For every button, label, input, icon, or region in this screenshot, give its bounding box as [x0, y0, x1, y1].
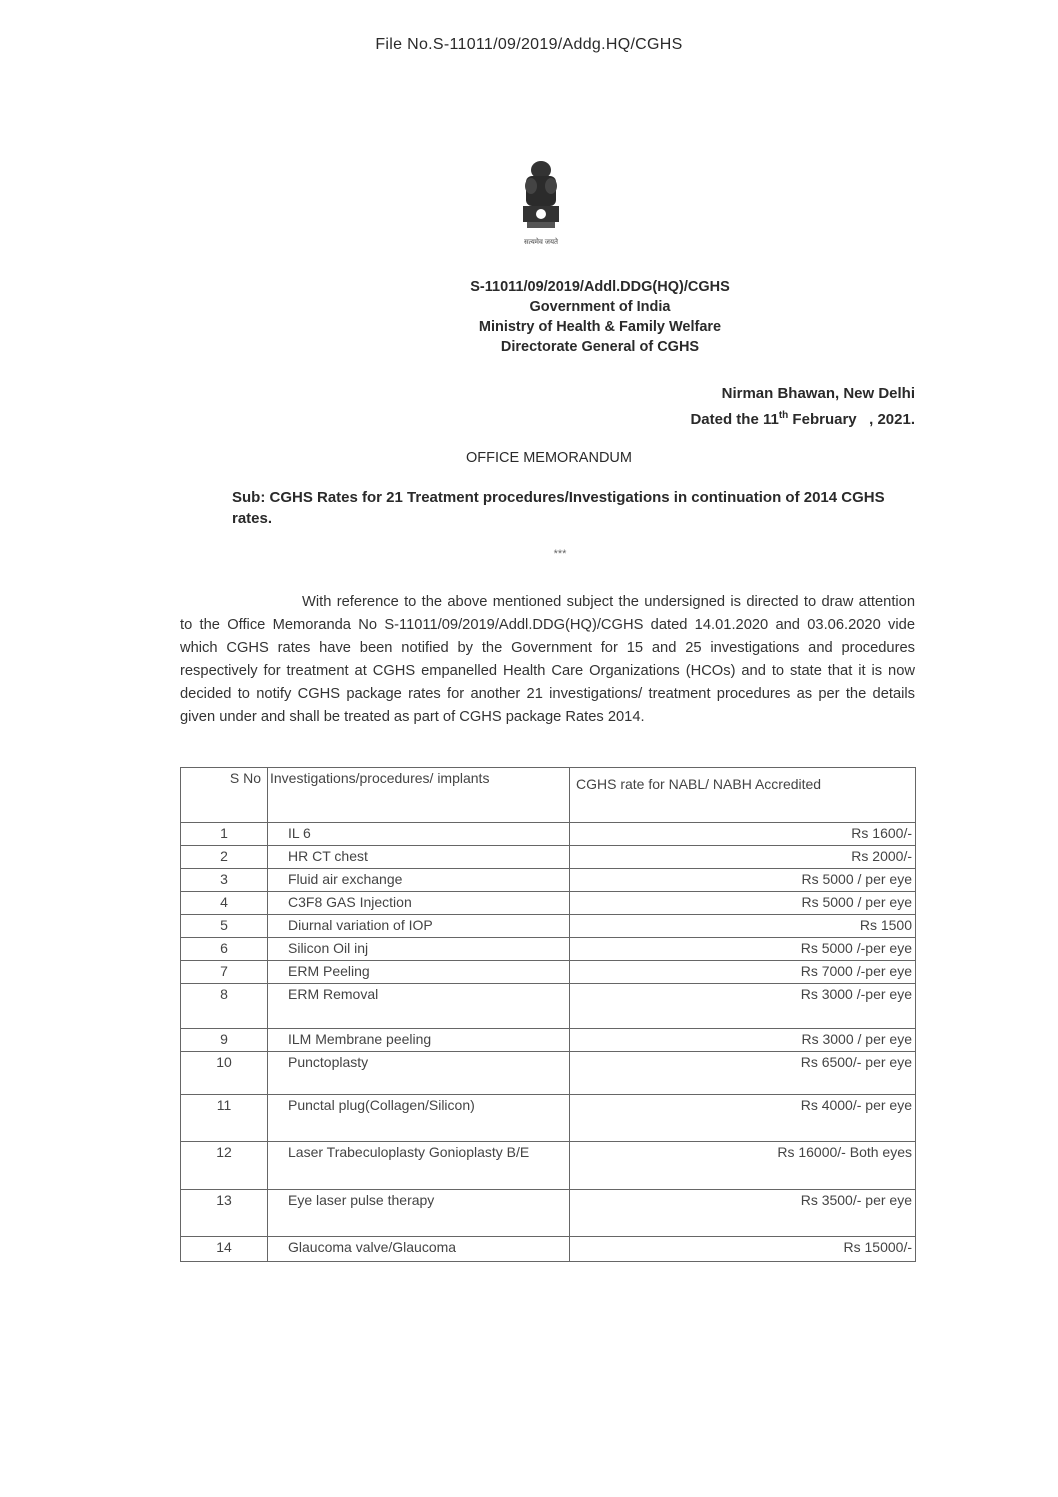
subject: Sub: CGHS Rates for 21 Treatment procedu… [232, 489, 885, 527]
cell-sno: 11 [180, 1094, 268, 1142]
cell-inv: ERM Peeling [267, 960, 570, 984]
cell-sno: 13 [180, 1189, 268, 1237]
table-row: 2 HR CT chest Rs 2000/- [180, 845, 916, 869]
table-row: 3 Fluid air exchange Rs 5000 / per eye [180, 868, 916, 892]
table-row: 1 IL 6 Rs 1600/- [180, 822, 916, 846]
cell-inv: Silicon Oil inj [267, 937, 570, 961]
cell-sno: 2 [180, 845, 268, 869]
cell-rate: Rs 16000/- Both eyes [569, 1141, 916, 1190]
cell-sno: 1 [180, 822, 268, 846]
cell-inv: Punctoplasty [267, 1051, 570, 1095]
cell-rate: Rs 4000/- per eye [569, 1094, 916, 1142]
table-row: 13 Eye laser pulse therapy Rs 3500/- per e… [180, 1189, 916, 1237]
cell-inv: C3F8 GAS Injection [267, 891, 570, 915]
cell-sno: 10 [180, 1051, 268, 1095]
table-row: 12 Laser Trabeculoplasty Gonioplasty B/E R… [180, 1141, 916, 1190]
separator-stars: *** [553, 548, 567, 560]
cell-rate: Rs 1500 [569, 914, 916, 938]
table-row: 7 ERM Peeling Rs 7000 /-per eye [180, 960, 916, 984]
table-row: 9 ILM Membrane peeling Rs 3000 / per eye [180, 1028, 916, 1052]
table-row: 6 Silicon Oil inj Rs 5000 /-per eye [180, 937, 916, 961]
ministry-name: Ministry of Health & Family Welfare [478, 319, 722, 335]
cell-rate: Rs 1600/- [569, 822, 916, 846]
body-paragraph: With reference to the above mentioned su… [180, 594, 915, 725]
table-row: 5 Diurnal variation of IOP Rs 1500 [180, 914, 916, 938]
header-investigation: Investigations/procedures/ implants [267, 767, 570, 823]
header-rate: CGHS rate for NABL/ NABH Accredited [569, 767, 916, 823]
cell-rate: Rs 15000/- [569, 1236, 916, 1262]
cell-rate: Rs 7000 /-per eye [569, 960, 916, 984]
cell-sno: 6 [180, 937, 268, 961]
header-sno: S No [180, 767, 268, 823]
cell-inv: IL 6 [267, 822, 570, 846]
cell-sno: 8 [180, 983, 268, 1029]
national-emblem-logo: सत्यमेव जयते [523, 161, 559, 246]
cell-rate: Rs 5000 / per eye [569, 891, 916, 915]
cell-sno: 3 [180, 868, 268, 892]
cell-rate: Rs 2000/- [569, 845, 916, 869]
file-number: File No.S-11011/09/2019/Addg.HQ/CGHS [375, 36, 683, 53]
table-row: 14 Glaucoma valve/Glaucoma Rs 15000/- [180, 1236, 916, 1262]
government-name: Government of India [529, 299, 671, 315]
cell-inv: Punctal plug(Collagen/Silicon) [267, 1094, 570, 1142]
table-row: 11 Punctal plug(Collagen/Silicon) Rs 4000/… [180, 1094, 916, 1142]
cell-inv: Diurnal variation of IOP [267, 914, 570, 938]
memo-title: OFFICE MEMORANDUM [466, 450, 632, 466]
cell-sno: 4 [180, 891, 268, 915]
cell-inv: Eye laser pulse therapy [267, 1189, 570, 1237]
cell-rate: Rs 3000 /-per eye [569, 983, 916, 1029]
cell-rate: Rs 5000 /-per eye [569, 937, 916, 961]
cell-rate: Rs 3500/- per eye [569, 1189, 916, 1237]
cell-sno: 14 [180, 1236, 268, 1262]
directorate-name: Directorate General of CGHS [500, 339, 700, 355]
cell-rate: Rs 6500/- per eye [569, 1051, 916, 1095]
table-row: 10 Punctoplasty Rs 6500/- per eye [180, 1051, 916, 1095]
rates-table: S No Investigations/procedures/ implants… [180, 767, 916, 1262]
cell-sno: 9 [180, 1028, 268, 1052]
emblem-motto: सत्यमेव जयते [524, 237, 559, 246]
cell-inv: ERM Removal [267, 983, 570, 1029]
cell-inv: Glaucoma valve/Glaucoma [267, 1236, 570, 1262]
place: Nirman Bhawan, New Delhi [721, 385, 915, 402]
cell-inv: ILM Membrane peeling [267, 1028, 570, 1052]
cell-sno: 7 [180, 960, 268, 984]
cell-inv: Laser Trabeculoplasty Gonioplasty B/E [267, 1141, 570, 1190]
table-row: 4 C3F8 GAS Injection Rs 5000 / per eye [180, 891, 916, 915]
cell-sno: 5 [180, 914, 268, 938]
cell-rate: Rs 3000 / per eye [569, 1028, 916, 1052]
cell-inv: HR CT chest [267, 845, 570, 869]
date: Dated the 11th February , 2021. [690, 410, 915, 428]
table-header-row: S No Investigations/procedures/ implants… [180, 767, 916, 823]
cell-sno: 12 [180, 1141, 268, 1190]
table-row: 8 ERM Removal Rs 3000 /-per eye [180, 983, 916, 1029]
cell-rate: Rs 5000 / per eye [569, 868, 916, 892]
cell-inv: Fluid air exchange [267, 868, 570, 892]
reference-number: S-11011/09/2019/Addl.DDG(HQ)/CGHS [470, 279, 730, 295]
